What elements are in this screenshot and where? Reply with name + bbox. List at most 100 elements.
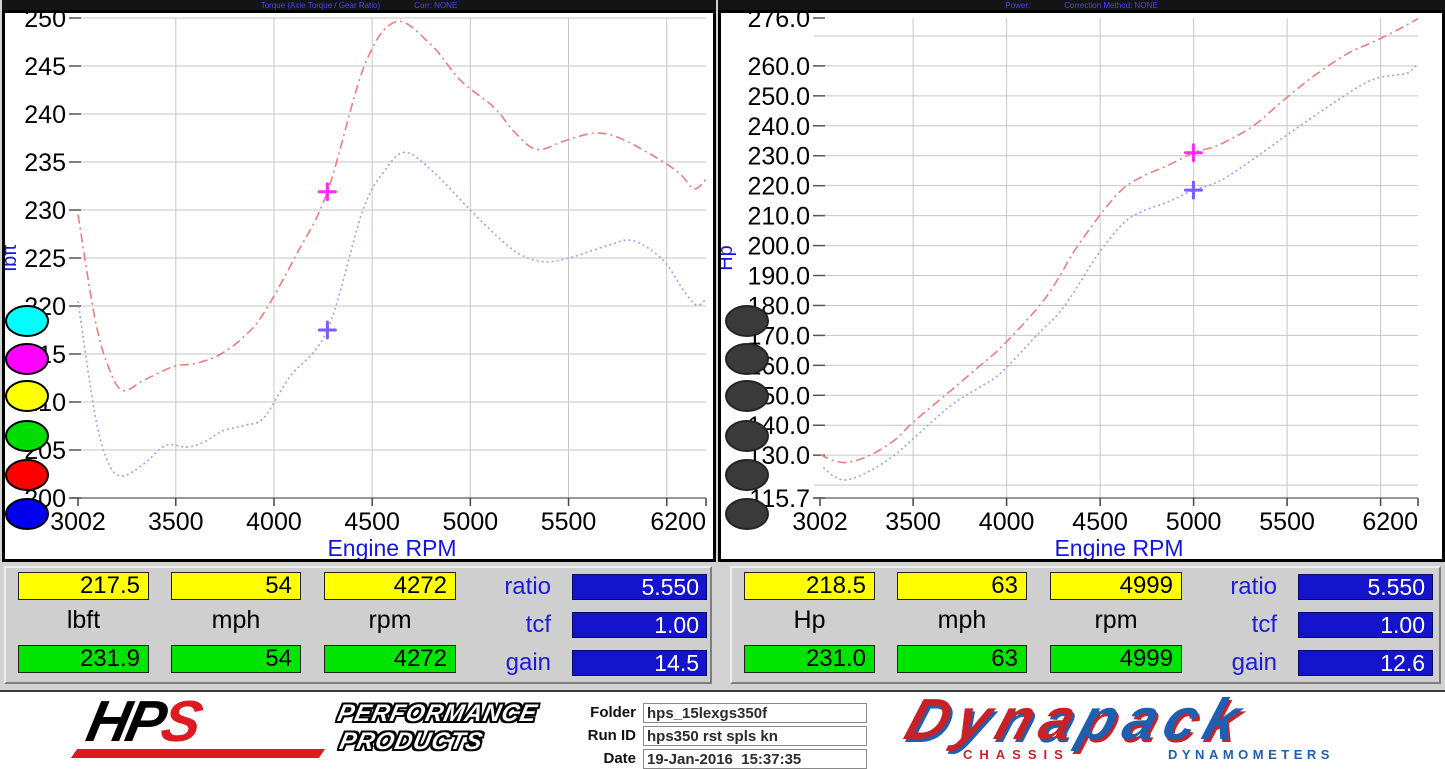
y-tick-label: 276.0 xyxy=(747,10,810,33)
y-tick-label: 210.0 xyxy=(747,203,810,231)
channel-selector-oval-4[interactable] xyxy=(5,420,49,452)
x-tick-label: 4500 xyxy=(344,508,400,536)
y-tick-label: 200.0 xyxy=(747,233,810,261)
cursor-cross-marker xyxy=(317,320,337,340)
cursor-speed-value: 63 xyxy=(897,572,1027,600)
dynapack-logo: Dynapack xyxy=(897,687,1257,752)
hps-logo-hp: HP xyxy=(81,689,170,754)
torque-unit-label: lbft xyxy=(66,606,101,634)
cursor2-speed-value: 54 xyxy=(171,645,301,673)
gain-label: gain xyxy=(505,649,551,676)
cursor2-power-value: 231.0 xyxy=(744,645,875,673)
power-modified-curve xyxy=(819,17,1419,464)
y-tick-label: 240.0 xyxy=(747,113,810,141)
channel-selector-oval-2[interactable] xyxy=(5,343,49,375)
folder-input[interactable] xyxy=(643,703,867,723)
torque-chart[interactable]: 2502452402352302252202152102052003002350… xyxy=(2,10,716,562)
y-tick-label: 220.0 xyxy=(747,173,810,201)
channel-selector-oval-5[interactable] xyxy=(725,459,769,491)
y-tick-label: 250 xyxy=(24,10,66,33)
channel-selector-oval-6[interactable] xyxy=(725,498,769,530)
y-tick-label: 260.0 xyxy=(747,53,810,81)
hps-products-text: PRODUCTS xyxy=(337,728,486,755)
y-tick-label: 250.0 xyxy=(747,83,810,111)
x-tick-label: 4000 xyxy=(246,508,302,536)
run-id-input[interactable] xyxy=(643,726,867,746)
power-readout-panel: 218.5 63 4999 Hp mph rpm 231.0 63 4999 r… xyxy=(730,566,1441,684)
x-tick-label: 6200 xyxy=(650,508,706,536)
tcf-field[interactable]: 1.00 xyxy=(1298,612,1433,638)
torque-chart-title: Torque (Axle Torque / Gear Ratio) xyxy=(260,1,381,10)
tcf-field[interactable]: 1.00 xyxy=(572,612,707,638)
torque-baseline-curve xyxy=(77,151,707,477)
y-tick-label: 230 xyxy=(24,197,66,225)
ratio-label: ratio xyxy=(504,573,551,600)
torque-correction-status: Corr: NONE xyxy=(414,1,458,10)
folder-label: Folder xyxy=(590,704,636,721)
cursor-cross-marker xyxy=(1183,180,1203,200)
speed-unit-label: mph xyxy=(211,606,261,634)
tcf-label: tcf xyxy=(1251,611,1277,638)
channel-selector-oval-3[interactable] xyxy=(725,380,769,412)
hps-performance-text: PERFORMANCE xyxy=(335,700,540,727)
channel-selector-oval-2[interactable] xyxy=(725,343,769,375)
y-tick-label: 240 xyxy=(24,101,66,129)
cursor2-speed-value: 63 xyxy=(897,645,1027,673)
y-tick-label: 230.0 xyxy=(747,143,810,171)
power-chart-header: Power: Correction Method: NONE xyxy=(718,0,1445,11)
channel-selector-oval-6[interactable] xyxy=(5,498,49,530)
gain-field[interactable]: 14.5 xyxy=(572,650,707,676)
gain-field[interactable]: 12.6 xyxy=(1298,650,1433,676)
gain-label: gain xyxy=(1231,649,1277,676)
ratio-field[interactable]: 5.550 xyxy=(1298,574,1433,600)
cursor-power-value: 218.5 xyxy=(744,572,875,600)
rpm-unit-label: rpm xyxy=(1094,606,1138,634)
channel-selector-oval-5[interactable] xyxy=(5,459,49,491)
channel-selector-oval-1[interactable] xyxy=(5,305,49,337)
ratio-field[interactable]: 5.550 xyxy=(572,574,707,600)
x-tick-label: 5000 xyxy=(1166,508,1222,536)
x-tick-label: 3002 xyxy=(50,508,106,536)
y-tick-label: 225 xyxy=(24,245,66,273)
x-tick-label: 3002 xyxy=(792,508,848,536)
footer-bar: HPS PERFORMANCE PRODUCTS Folder Run ID D… xyxy=(0,687,1445,769)
y-tick-label: 190.0 xyxy=(747,263,810,291)
y-axis-title: Hp xyxy=(718,245,737,271)
date-input[interactable] xyxy=(643,749,867,769)
power-chart[interactable]: 276.0 260.0250.0240.0230.0220.0210.0200.0… xyxy=(718,10,1445,562)
y-tick-label: 245 xyxy=(24,53,66,81)
cursor-rpm-value: 4272 xyxy=(324,572,456,600)
torque-modified-curve xyxy=(77,20,707,392)
x-tick-label: 5000 xyxy=(443,508,499,536)
x-tick-label: 3500 xyxy=(148,508,204,536)
cursor-cross-marker xyxy=(317,182,337,202)
dynapack-logo-pack: pack xyxy=(1071,687,1257,752)
dynapack-chassis-text: CHASSIS xyxy=(963,747,1070,762)
x-tick-label: 6200 xyxy=(1362,508,1418,536)
hps-logo-swoosh xyxy=(70,749,326,758)
x-tick-label: 5500 xyxy=(541,508,597,536)
cursor2-rpm-value: 4272 xyxy=(324,645,456,673)
channel-selector-oval-4[interactable] xyxy=(725,420,769,452)
cursor-torque-value: 217.5 xyxy=(18,572,149,600)
cursor-cross-marker xyxy=(1183,143,1203,163)
speed-unit-label: mph xyxy=(937,606,987,634)
cursor-rpm-value: 4999 xyxy=(1050,572,1182,600)
power-unit-label: Hp xyxy=(793,606,826,634)
channel-selector-oval-1[interactable] xyxy=(725,305,769,337)
y-tick-label: 235 xyxy=(24,149,66,177)
dynapack-logo-dyna: Dyna xyxy=(897,687,1093,752)
rpm-unit-label: rpm xyxy=(368,606,412,634)
dynapack-dynamometers-text: DYNAMOMETERS xyxy=(1168,747,1334,762)
cursor2-rpm-value: 4999 xyxy=(1050,645,1182,673)
channel-selector-oval-3[interactable] xyxy=(5,380,49,412)
x-tick-label: 5500 xyxy=(1259,508,1315,536)
x-axis-title: Engine RPM xyxy=(1054,535,1183,561)
date-label: Date xyxy=(603,750,636,767)
ratio-label: ratio xyxy=(1230,573,1277,600)
x-tick-label: 4500 xyxy=(1072,508,1128,536)
torque-chart-header: Torque (Axle Torque / Gear Ratio) Corr: … xyxy=(2,0,716,11)
power-correction-status: Correction Method: NONE xyxy=(1064,1,1158,10)
power-chart-title: Power: xyxy=(1005,1,1031,10)
